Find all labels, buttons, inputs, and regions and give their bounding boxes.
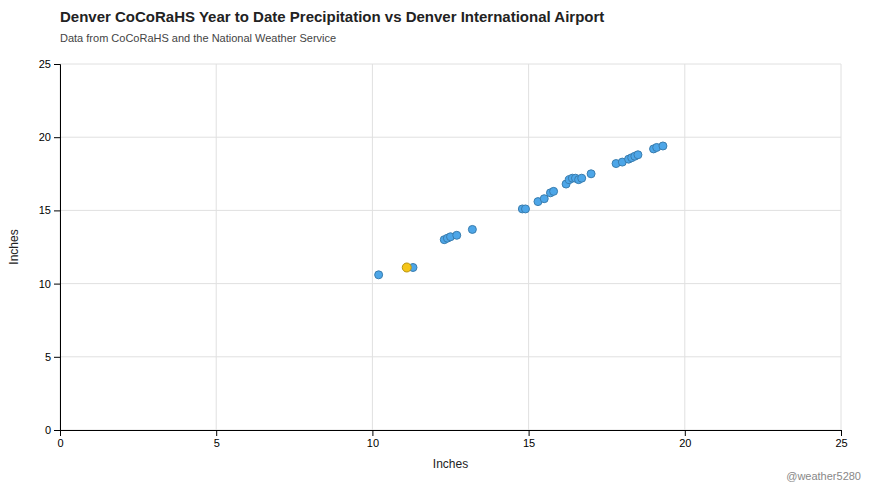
chart: 0 5 10 15 20 25 0 5 10 15 20 25 Denver CoCoRaHS Year… — [0, 0, 871, 488]
x-tick-label: 20 — [679, 437, 691, 449]
grid-line-y — [60, 137, 841, 138]
x-tick-mark — [841, 430, 842, 436]
y-tick-label: 25 — [39, 58, 51, 70]
x-axis-title: Inches — [433, 457, 468, 471]
grid-line-y — [60, 356, 841, 357]
y-axis: 0 5 10 15 20 25 — [39, 58, 61, 436]
point — [659, 142, 667, 150]
point — [453, 231, 461, 239]
y-tick-label: 15 — [39, 204, 51, 216]
points — [375, 142, 667, 279]
x-axis: 0 5 10 15 20 25 — [57, 430, 847, 449]
point — [521, 205, 529, 213]
y-tick-mark — [54, 137, 60, 138]
point — [587, 170, 595, 178]
grid-line-x — [684, 64, 685, 430]
point — [468, 225, 476, 233]
grid-line-x — [372, 64, 373, 430]
watermark: @weather5280 — [786, 470, 861, 482]
grid-line-x — [528, 64, 529, 430]
grid-line-x — [841, 64, 842, 430]
y-tick-label: 20 — [39, 131, 51, 143]
x-tick-label: 25 — [835, 437, 847, 449]
y-axis-line — [54, 65, 61, 431]
x-axis-line — [61, 431, 842, 437]
y-tick-mark — [54, 64, 60, 65]
plot-area: 0 5 10 15 20 25 0 5 10 15 20 25 — [39, 58, 848, 449]
y-tick: 10 — [39, 278, 60, 290]
y-tick-label: 10 — [39, 278, 51, 290]
point — [540, 195, 548, 203]
point — [375, 271, 383, 279]
y-tick-label: 0 — [45, 424, 51, 436]
y-axis-title: Inches — [7, 229, 21, 264]
point — [550, 187, 558, 195]
y-tick-mark — [54, 210, 60, 211]
x-tick-mark — [216, 430, 217, 436]
x-tick-label: 10 — [367, 437, 379, 449]
x-tick-label: 5 — [214, 437, 220, 449]
grid-line-y — [60, 64, 841, 65]
y-tick-mark — [54, 357, 60, 358]
y-tick-mark — [54, 284, 60, 285]
y-tick: 0 — [45, 424, 60, 436]
grid-line-x — [216, 64, 217, 430]
x-tick-label: 0 — [57, 437, 63, 449]
title: Denver CoCoRaHS Year to Date Precipitati… — [60, 8, 604, 25]
x-tick: 10 — [367, 430, 379, 449]
point — [634, 151, 642, 159]
y-tick: 25 — [39, 58, 60, 70]
grid — [60, 64, 841, 430]
x-tick: 20 — [679, 430, 691, 449]
point — [578, 174, 586, 182]
x-tick: 0 — [57, 430, 63, 449]
y-tick: 5 — [45, 351, 60, 363]
x-tick: 5 — [214, 430, 220, 449]
x-tick-mark — [685, 430, 686, 436]
x-tick: 25 — [835, 430, 847, 449]
y-tick-label: 5 — [45, 351, 51, 363]
subtitle: Data from CoCoRaHS and the National Weat… — [60, 32, 336, 44]
grid-line-y — [60, 283, 841, 284]
x-tick-label: 15 — [523, 437, 535, 449]
x-tick: 15 — [523, 430, 535, 449]
y-tick-mark — [54, 430, 60, 431]
x-tick-mark — [372, 430, 373, 436]
y-tick: 20 — [39, 131, 60, 143]
y-tick: 15 — [39, 204, 60, 216]
x-tick-mark — [529, 430, 530, 436]
grid-line-y — [60, 210, 841, 211]
point — [402, 263, 411, 272]
